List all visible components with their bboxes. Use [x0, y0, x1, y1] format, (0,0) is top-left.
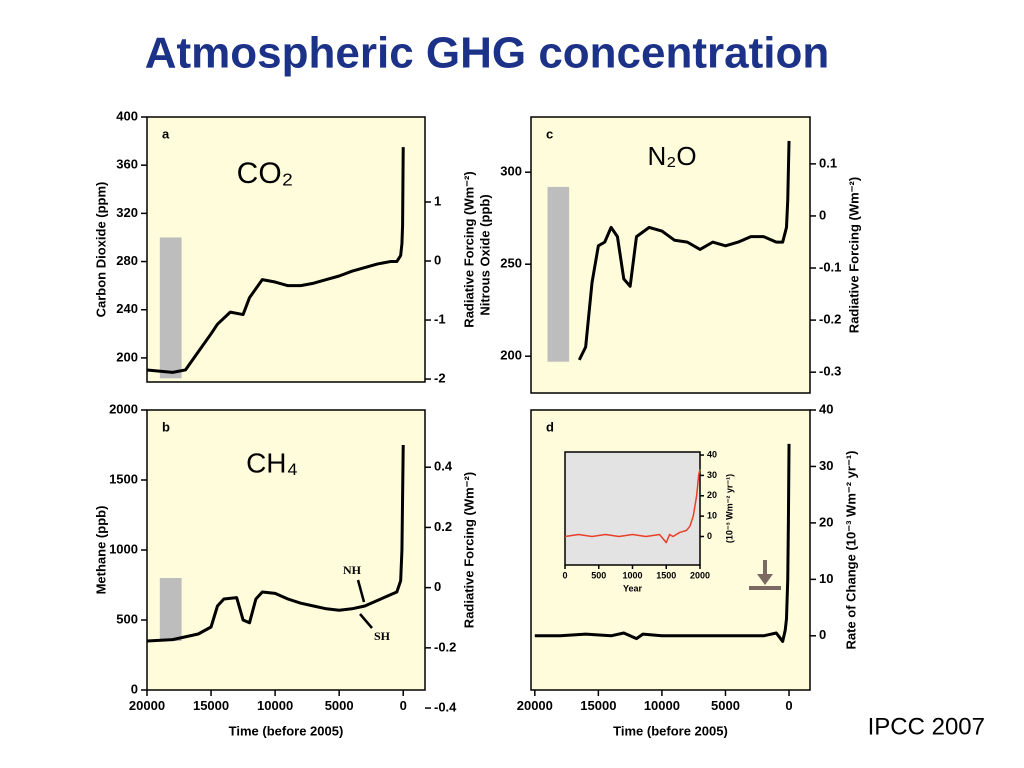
y2-tick-label: 0	[819, 207, 826, 222]
y-tick-label: 10	[707, 511, 717, 521]
y-tick-label: 250	[500, 256, 522, 271]
y2-tick-label: 0.4	[434, 459, 453, 474]
y-tick-label: 280	[116, 253, 138, 268]
y2-tick-label: 0.1	[819, 155, 837, 170]
data-line	[146, 147, 405, 374]
y2-tick-label: 0	[434, 579, 441, 594]
y-tick-label: 240	[116, 301, 138, 316]
y-tick-label: 400	[116, 108, 138, 123]
y-tick-label: 320	[116, 205, 138, 220]
x-axis-label: Time (before 2005)	[613, 723, 728, 738]
y-tick-label: 200	[500, 348, 522, 363]
plot-area	[564, 451, 701, 566]
x-tick-label: 0	[562, 571, 567, 581]
source: IPCC 2007	[868, 713, 985, 740]
y-tick-label: 1000	[109, 541, 138, 556]
slide-title: Atmospheric GHG concentration	[145, 29, 830, 78]
gas-label: CH₄	[246, 447, 298, 478]
x-tick-label: 15000	[580, 698, 616, 713]
y-tick-label: 0	[707, 531, 712, 541]
x-tick-label: 20000	[129, 698, 165, 713]
x-axis-label: Time (before 2005)	[229, 723, 344, 738]
y-tick-label: 30	[819, 458, 833, 473]
data-line	[534, 443, 791, 643]
y2-tick-label: -0.2	[819, 312, 841, 327]
y-tick-label: 0	[819, 627, 826, 642]
x-tick-label: 15000	[193, 698, 229, 713]
y-axis-label: Nitrous Oxide (ppb)	[477, 194, 492, 315]
y-tick-label: 20	[819, 514, 833, 529]
data-line	[146, 444, 405, 643]
x-tick-label: 1500	[656, 571, 676, 581]
y2-tick-label: 1	[434, 193, 441, 208]
y-tick-label: 200	[116, 349, 138, 364]
range-bar	[547, 186, 570, 362]
y2-axis-label: Radiative Forcing (Wm⁻²)	[461, 472, 476, 628]
x-tick-label: 500	[591, 571, 606, 581]
x-axis-label: Year	[623, 583, 643, 593]
hemisphere-label: SH	[374, 629, 391, 643]
y2-axis-label: Radiative Forcing (Wm⁻²)	[461, 171, 476, 327]
gas-label: CO₂	[237, 157, 294, 190]
pointer	[356, 579, 366, 603]
panel-letter: d	[546, 419, 554, 434]
hemisphere-label: NH	[343, 563, 362, 577]
x-tick-label: 2000	[690, 571, 710, 581]
y2-tick-label: -0.3	[819, 364, 841, 379]
range-bar	[159, 237, 182, 379]
y2-tick-label: 0	[434, 252, 441, 267]
plot-area	[146, 409, 426, 691]
x-tick-label: 0	[785, 698, 792, 713]
y-axis-label: (10⁻³ Wm⁻² yr⁻¹)	[724, 474, 734, 543]
y-tick-label: 30	[707, 470, 717, 480]
pointer	[359, 613, 373, 629]
panel-letter: c	[546, 126, 553, 141]
y-tick-label: 10	[819, 571, 833, 586]
y-tick-label: 2000	[109, 401, 138, 416]
y2-tick-label: -0.4	[434, 700, 457, 715]
x-tick-label: 0	[400, 698, 407, 713]
x-tick-label: 5000	[325, 698, 354, 713]
y-tick-label: 20	[707, 490, 717, 500]
x-tick-label: 5000	[711, 698, 740, 713]
y2-tick-label: -0.1	[819, 259, 841, 274]
y-tick-label: 300	[500, 164, 522, 179]
y2-tick-label: -2	[434, 370, 446, 385]
marker-arrow-head	[757, 574, 773, 585]
x-tick-label: 1000	[622, 571, 642, 581]
gas-label: N₂O	[647, 141, 696, 171]
y-tick-label: 500	[116, 611, 138, 626]
panel-letter: b	[162, 419, 170, 434]
data-line	[577, 140, 791, 361]
y2-tick-label: -1	[434, 311, 446, 326]
y2-tick-label: -0.2	[434, 639, 456, 654]
x-tick-label: 10000	[644, 698, 680, 713]
y-tick-label: 360	[116, 157, 138, 172]
y-tick-label: 1500	[109, 471, 138, 486]
y-tick-label: 40	[819, 401, 833, 416]
y-axis-label: Methane (ppb)	[93, 506, 108, 595]
panel-letter: a	[162, 126, 170, 141]
x-tick-label: 10000	[257, 698, 293, 713]
y-axis-label: Rate of Change (10⁻³ Wm⁻² yr⁻¹)	[843, 451, 858, 650]
plot-area	[530, 116, 811, 394]
y-tick-label: 40	[707, 449, 717, 459]
y-axis-label: Carbon Dioxide (ppm)	[93, 182, 108, 318]
y2-tick-label: 0.2	[434, 519, 452, 534]
range-bar	[159, 578, 182, 641]
x-tick-label: 20000	[517, 698, 553, 713]
plot-area	[146, 116, 426, 383]
y2-axis-label: Radiative Forcing (Wm⁻²)	[846, 177, 861, 333]
data-line	[564, 469, 701, 544]
y-tick-label: 0	[131, 681, 138, 696]
